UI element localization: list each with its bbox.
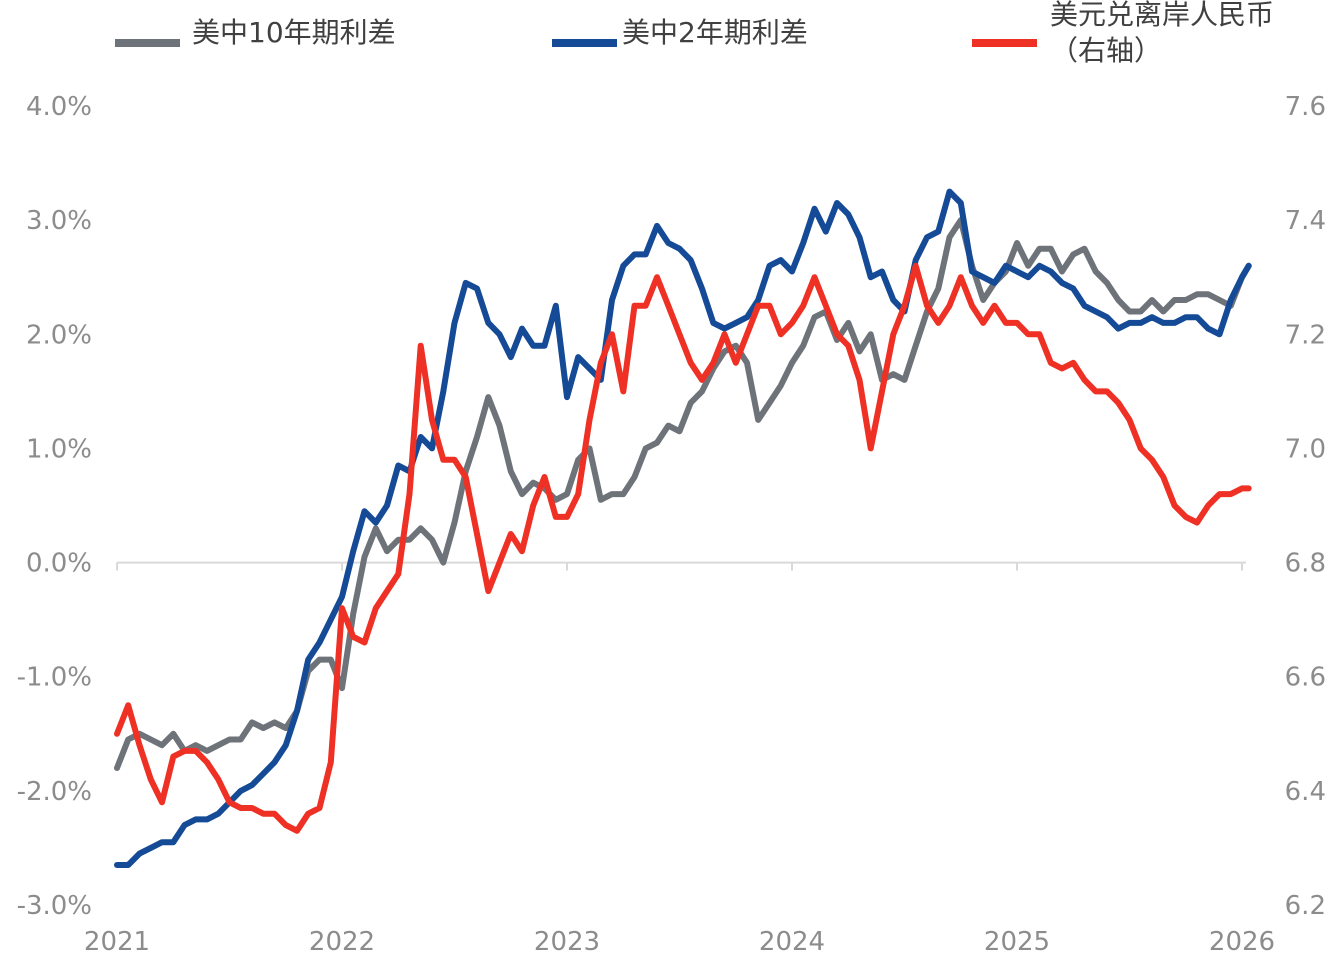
- legend-item-10y: 美中10年期利差: [115, 16, 396, 49]
- x-axis-tick-label: 2025: [984, 927, 1050, 957]
- chart-legend: 美中10年期利差 美中2年期利差 美元兑离岸人民币 （右轴）: [115, 0, 1274, 67]
- right-axis-tick-label: 7.6: [1285, 92, 1326, 122]
- left-axis-tick-label: -1.0%: [17, 663, 92, 693]
- left-axis-tick-label: 0.0%: [26, 549, 92, 579]
- zero-baseline: [116, 561, 1246, 571]
- legend-label-2y: 美中2年期利差: [622, 16, 808, 49]
- series-line-usdcnh: [114, 262, 1252, 834]
- x-axis-tick-label: 2021: [84, 927, 150, 957]
- series-line-2y-spread: [114, 188, 1252, 868]
- right-axis-tick-label: 7.4: [1285, 206, 1326, 236]
- x-axis-tick-label: 2026: [1209, 927, 1275, 957]
- right-axis-tick-label: 7.0: [1285, 434, 1326, 464]
- chart-series: [114, 188, 1252, 868]
- right-axis-tick-label: 7.2: [1285, 320, 1326, 350]
- left-axis-tick-label: -2.0%: [17, 777, 92, 807]
- left-axis-tick-label: 1.0%: [26, 434, 92, 464]
- right-axis-ticks: 7.6 7.4 7.2 7.0 6.8 6.6 6.4 6.2: [1285, 92, 1326, 921]
- right-axis-tick-label: 6.4: [1285, 777, 1326, 807]
- x-axis-tick-label: 2024: [759, 927, 825, 957]
- right-axis-tick-label: 6.2: [1285, 891, 1326, 921]
- legend-label-usdcnh-line1: 美元兑离岸人民币: [1050, 0, 1274, 31]
- legend-item-2y: 美中2年期利差: [552, 16, 808, 49]
- legend-item-usdcnh: 美元兑离岸人民币 （右轴）: [972, 0, 1274, 67]
- legend-label-usdcnh-line2: （右轴）: [1050, 34, 1162, 67]
- x-axis-ticks: 2021 2022 2023 2024 2025 2026: [84, 927, 1275, 957]
- left-axis-tick-label: 2.0%: [26, 320, 92, 350]
- right-axis-tick-label: 6.8: [1285, 549, 1326, 579]
- left-axis-tick-label: 4.0%: [26, 92, 92, 122]
- legend-label-10y: 美中10年期利差: [192, 16, 396, 49]
- left-axis-tick-label: 3.0%: [26, 206, 92, 236]
- left-axis-tick-label: -3.0%: [17, 891, 92, 921]
- x-axis-tick-label: 2023: [534, 927, 600, 957]
- x-axis-tick-label: 2022: [309, 927, 375, 957]
- right-axis-tick-label: 6.6: [1285, 663, 1326, 693]
- left-axis-ticks: 4.0% 3.0% 2.0% 1.0% 0.0% -1.0% -2.0% -3.0%: [17, 92, 92, 921]
